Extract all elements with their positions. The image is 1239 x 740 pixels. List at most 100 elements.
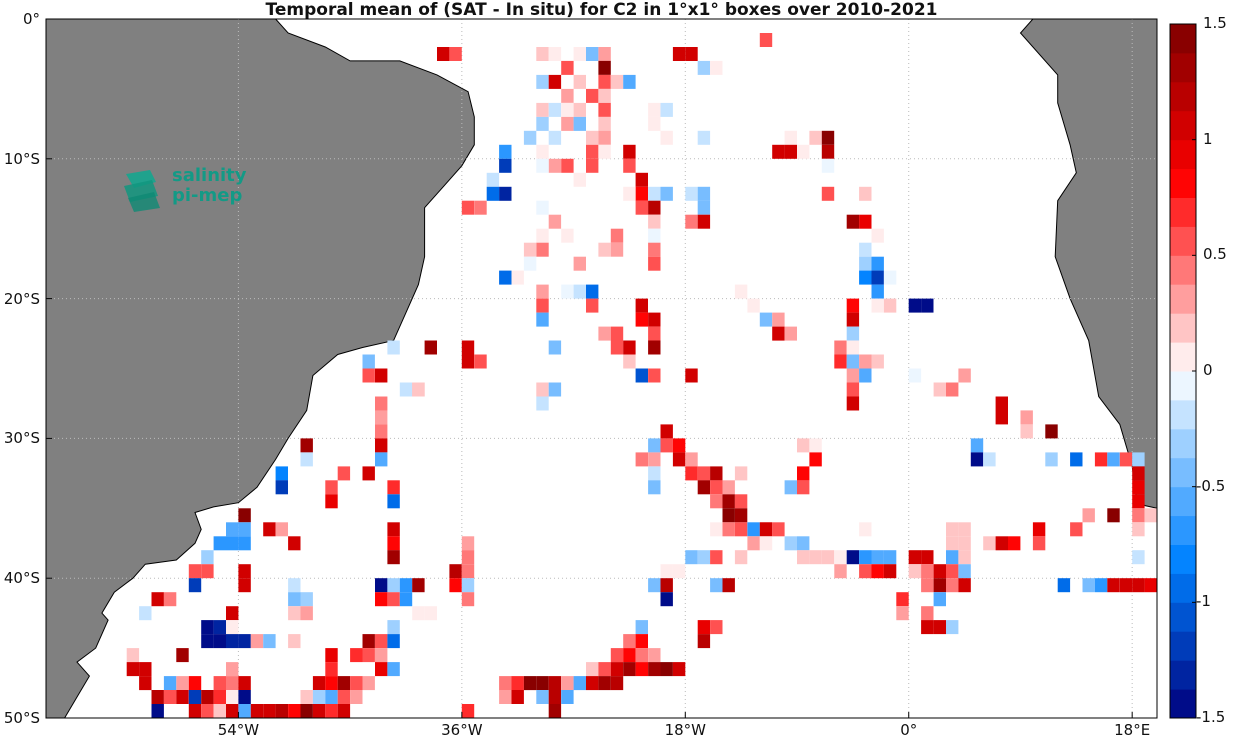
data-cell: [1094, 452, 1108, 467]
data-cell: [238, 578, 251, 593]
data-cell: [809, 130, 822, 145]
data-cell: [958, 522, 971, 537]
data-cell: [846, 312, 860, 327]
map-title: Temporal mean of (SAT - In situ) for C2 …: [265, 0, 938, 20]
data-cell: [623, 186, 636, 201]
data-cell: [672, 438, 686, 453]
data-cell: [1119, 578, 1133, 593]
data-cell: [201, 704, 214, 718]
data-cell: [672, 662, 686, 677]
colorbar-tick-label: 1: [1203, 129, 1213, 148]
data-cell: [461, 354, 475, 369]
data-cell: [536, 74, 549, 89]
data-cell: [908, 298, 922, 313]
data-cell: [238, 564, 251, 579]
data-cell: [598, 676, 611, 691]
data-cell: [139, 662, 152, 677]
data-cell: [772, 312, 785, 327]
data-cell: [499, 144, 512, 159]
data-cell: [474, 354, 487, 369]
data-cell: [561, 284, 574, 299]
data-cell: [337, 676, 351, 691]
lat-tick-label: 20°S: [3, 289, 40, 308]
colorbar-step: [1170, 428, 1196, 459]
data-cell: [226, 620, 239, 635]
data-cell: [387, 592, 400, 607]
data-cell: [598, 130, 611, 145]
data-cell: [970, 438, 984, 453]
map-frame: [45, 18, 1158, 719]
data-cell: [201, 620, 214, 635]
lat-tick-label: 0°: [22, 10, 40, 28]
data-cell: [784, 144, 797, 159]
data-cell: [734, 466, 748, 481]
colorbar-step: [1170, 139, 1196, 170]
data-cell: [648, 228, 661, 243]
data-cell: [474, 200, 487, 215]
data-cell: [238, 536, 251, 551]
data-cell: [238, 508, 251, 523]
data-cell: [486, 172, 500, 187]
data-cell: [933, 578, 946, 593]
data-cell: [660, 578, 673, 593]
data-cell: [548, 158, 562, 173]
data-cell: [846, 354, 860, 369]
data-cell: [1132, 480, 1145, 495]
data-cell: [722, 508, 735, 523]
lon-tick-label: 36°W: [441, 721, 483, 739]
salinity-logo-icon: [124, 170, 160, 212]
data-cell: [983, 452, 996, 467]
data-cell: [958, 578, 971, 593]
data-cell: [461, 550, 475, 565]
data-cell: [648, 214, 661, 229]
data-cell: [238, 522, 251, 537]
data-cell: [499, 186, 512, 201]
data-cell: [449, 564, 462, 579]
data-cell: [536, 200, 549, 215]
data-cell: [325, 662, 338, 677]
colorbar-tick-label: 1.5: [1203, 14, 1227, 32]
data-cell: [908, 550, 922, 565]
lat-tick-label: 30°S: [3, 429, 40, 448]
data-cell: [846, 326, 860, 341]
data-cell: [821, 186, 835, 201]
data-cell: [536, 116, 549, 131]
data-cell: [685, 452, 698, 467]
data-cell: [946, 578, 959, 593]
data-cell: [288, 606, 301, 621]
data-cell: [536, 242, 549, 257]
data-cell: [710, 494, 723, 509]
data-cell: [859, 354, 872, 369]
data-cell: [561, 158, 574, 173]
data-cell: [362, 634, 375, 649]
data-cell: [536, 144, 549, 159]
data-cell: [660, 186, 673, 201]
data-cell: [710, 480, 723, 495]
data-cell: [412, 578, 425, 593]
data-cell: [275, 466, 288, 481]
data-cell: [598, 60, 611, 75]
colorbar-step: [1170, 689, 1196, 719]
data-cell: [238, 676, 251, 691]
data-cell: [1020, 424, 1033, 439]
data-cell: [697, 550, 711, 565]
colorbar-tick-label: -1.5: [1196, 708, 1226, 726]
data-cell: [610, 340, 624, 355]
data-cell: [846, 340, 860, 355]
data-cell: [399, 382, 413, 397]
data-cell: [710, 60, 723, 75]
data-cell: [697, 466, 711, 481]
data-cell: [871, 256, 884, 271]
data-cell: [188, 564, 202, 579]
data-cell: [648, 200, 661, 215]
data-cell: [362, 466, 375, 481]
data-cell: [536, 312, 549, 327]
data-cell: [449, 47, 462, 61]
data-cell: [635, 368, 648, 383]
data-cell: [325, 648, 338, 663]
data-cell: [238, 704, 251, 718]
data-cell: [573, 172, 586, 187]
colorbar-step: [1170, 371, 1196, 401]
data-cell: [586, 158, 599, 173]
